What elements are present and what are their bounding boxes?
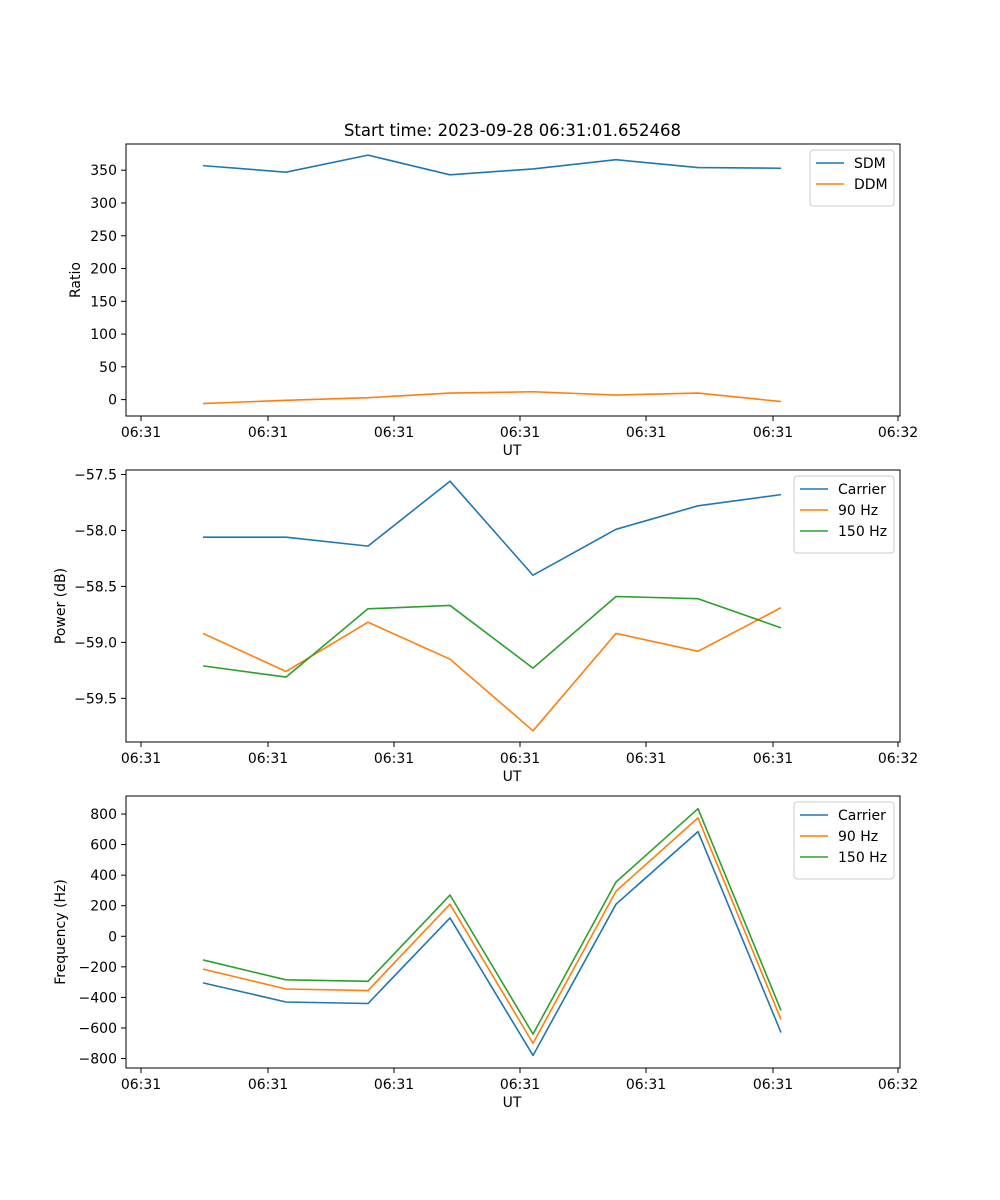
legend-box	[793, 475, 895, 554]
x-tick-label: 06:31	[248, 751, 288, 767]
legend-entry: DDM	[854, 177, 888, 193]
legend-entry: 150 Hz	[838, 850, 887, 866]
series-line-150-hz	[202, 595, 782, 678]
x-axis-label: UT	[503, 1095, 522, 1111]
x-tick-label: 06:31	[626, 425, 666, 441]
axes-frame	[125, 143, 901, 417]
series-line-ddm	[202, 390, 782, 405]
y-axis-label: Ratio	[68, 262, 84, 298]
y-tick-label: 50	[99, 360, 117, 376]
series-line-150-hz	[202, 807, 782, 1035]
legend-entry: Carrier	[838, 482, 886, 498]
y-tick-label: 350	[90, 163, 117, 179]
x-axis-label: UT	[503, 769, 522, 785]
y-tick-label: −58.5	[74, 579, 117, 595]
x-tick-label: 06:31	[248, 425, 288, 441]
series-line-sdm	[202, 154, 782, 176]
x-tick-label: 06:31	[500, 1077, 540, 1093]
legend-box	[793, 801, 895, 880]
legend-box	[809, 149, 895, 207]
legend-entry: 90 Hz	[838, 503, 878, 519]
x-tick-label: 06:31	[121, 751, 161, 767]
legend-entry: SDM	[854, 156, 886, 172]
x-tick-label: 06:31	[626, 751, 666, 767]
x-tick-label: 06:31	[374, 425, 414, 441]
series-line-carrier	[202, 830, 782, 1057]
x-tick-label: 06:32	[878, 425, 918, 441]
y-tick-label: −400	[79, 990, 117, 1006]
x-tick-label: 06:31	[500, 425, 540, 441]
x-tick-label: 06:31	[121, 1077, 161, 1093]
y-tick-label: −800	[79, 1052, 117, 1068]
series-line-90-hz	[202, 606, 782, 732]
chart-panel-2: 06:31 06:31 06:31 06:31 06:31 06:31 06:32 UT −59…	[53, 467, 918, 785]
y-tick-label: −58.0	[74, 523, 117, 539]
legend: SDM DDM	[809, 149, 895, 207]
chart-panel-1: 06:31 06:31 06:31 06:31 06:31 06:31 06:32 UT 0 50…	[68, 143, 918, 459]
axes-frame	[125, 795, 901, 1069]
y-tick-label: 100	[90, 327, 117, 343]
legend-entry: 90 Hz	[838, 829, 878, 845]
y-tick-label: 600	[90, 838, 117, 854]
legend-entry: Carrier	[838, 808, 886, 824]
y-tick-label: 200	[90, 262, 117, 278]
y-tick-label: −200	[79, 960, 117, 976]
legend-entry: 150 Hz	[838, 524, 887, 540]
y-tick-label: 200	[90, 899, 117, 915]
x-axis-label: UT	[503, 443, 522, 459]
x-tick-label: 06:31	[248, 1077, 288, 1093]
x-tick-label: 06:31	[753, 425, 793, 441]
y-tick-label: −59.5	[74, 691, 117, 707]
x-tick-label: 06:31	[374, 751, 414, 767]
x-tick-label: 06:31	[626, 1077, 666, 1093]
x-tick-label: 06:31	[374, 1077, 414, 1093]
chart-panel-3: 06:31 06:31 06:31 06:31 06:31 06:31 06:32 UT −80…	[53, 795, 918, 1111]
y-tick-label: 0	[108, 929, 117, 945]
y-tick-label: 250	[90, 229, 117, 245]
figure-title: Start time: 2023-09-28 06:31:01.652468	[344, 121, 681, 140]
x-tick-label: 06:31	[500, 751, 540, 767]
y-axis-label: Frequency (Hz)	[53, 879, 69, 985]
y-tick-label: 300	[90, 196, 117, 212]
series-line-carrier	[203, 480, 782, 577]
y-tick-label: 400	[90, 868, 117, 884]
axes-frame	[125, 469, 901, 743]
y-tick-label: 800	[90, 807, 117, 823]
y-tick-label: 0	[108, 393, 117, 409]
x-tick-label: 06:32	[878, 751, 918, 767]
panels: 06:31 06:31 06:31 06:31 06:31 06:31 06:32 UT 0 50…	[53, 143, 918, 1111]
y-axis-label: Power (dB)	[53, 568, 69, 644]
y-tick-label: −59.0	[74, 635, 117, 651]
y-tick-label: 150	[90, 294, 117, 310]
x-tick-label: 06:32	[878, 1077, 918, 1093]
x-tick-label: 06:31	[753, 751, 793, 767]
series-line-90-hz	[202, 817, 782, 1045]
y-tick-label: −57.5	[74, 467, 117, 483]
x-tick-label: 06:31	[753, 1077, 793, 1093]
legend: Carrier 90 Hz 150 Hz	[793, 801, 895, 880]
x-tick-label: 06:31	[121, 425, 161, 441]
legend: Carrier 90 Hz 150 Hz	[793, 475, 895, 554]
y-tick-label: −600	[79, 1021, 117, 1037]
